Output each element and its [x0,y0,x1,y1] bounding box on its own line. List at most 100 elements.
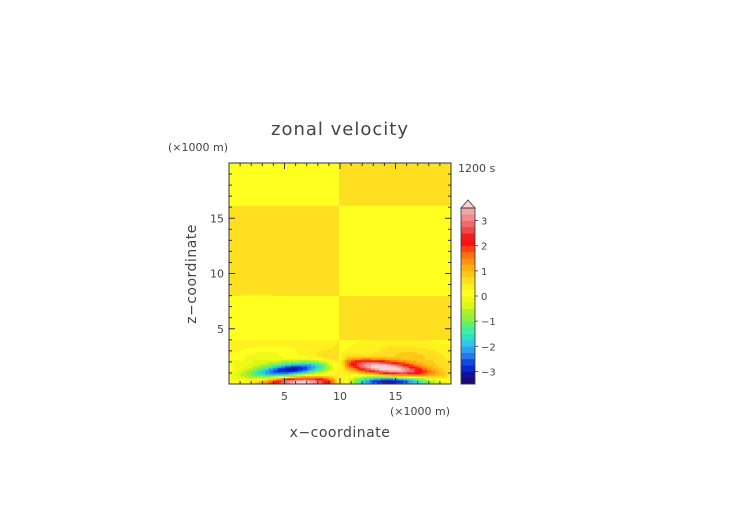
field-cell [255,381,260,385]
colorbar-swatch [461,264,475,272]
field-cell [257,371,262,375]
field-cell [445,357,452,361]
field-cell [385,373,392,377]
field-cell [369,367,372,371]
field-cell [229,175,340,178]
field-cell [291,377,296,381]
field-cell [229,239,340,242]
field-cell [431,339,452,343]
field-cell [347,365,350,369]
field-cell [339,209,452,212]
field-cell [269,367,274,371]
field-cell [415,375,428,379]
field-cell [301,373,306,377]
field-cell [339,237,452,240]
field-cell [241,293,274,296]
field-cell [339,185,452,188]
field-cell [267,365,272,369]
field-cell [345,361,348,365]
field-cell [229,233,340,236]
field-cell [229,253,340,256]
field-cell [325,381,330,385]
field-cell [323,361,328,365]
field-cell [435,379,440,383]
field-cell [347,363,350,367]
field-cell [427,363,438,367]
field-cell [229,317,340,321]
field-cell [403,381,408,385]
field-cell [339,305,452,309]
field-cell [323,357,330,361]
field-cell [409,379,414,383]
field-cell [287,375,292,379]
field-cell [313,367,316,371]
field-cell [361,369,366,373]
field-cell [229,355,246,359]
field-cell [345,367,348,371]
field-cell [353,379,356,383]
field-cell [343,355,348,359]
field-cell [409,377,414,381]
field-cell [277,361,284,365]
field-cell [229,373,236,377]
field-cell [329,377,334,381]
field-cell [403,365,408,369]
field-cell [345,363,348,367]
field-cell [327,365,332,369]
field-cell [265,363,272,367]
field-cell [391,363,396,367]
field-cell [311,371,316,375]
field-cell [229,255,340,258]
field-cell [297,359,312,363]
field-cell [309,367,314,371]
field-cell [439,369,446,373]
field-cell [399,351,418,355]
field-cell [229,343,336,347]
field-cell [273,367,278,371]
field-cell [273,365,278,369]
field-cell [311,365,316,369]
field-cell [229,329,340,333]
colorbar-swatch [461,346,475,353]
field-cell [229,367,234,371]
field-cell [229,369,232,373]
field-cell [229,291,340,294]
field-cell [413,365,416,369]
field-cell [237,375,246,379]
field-cell [415,369,420,373]
field-cell [391,361,396,365]
field-cell [331,365,334,369]
field-cell [229,179,340,182]
field-cell [339,207,452,210]
field-cell [267,381,270,385]
field-cell [229,247,340,250]
field-cell [285,365,292,369]
colorbar-swatch [461,340,475,347]
field-cell [339,189,452,192]
field-cell [349,361,352,365]
field-cell [339,235,452,238]
field-cell [339,339,362,343]
field-cell [345,369,350,373]
field-cell [427,347,452,351]
colorbar-swatch [461,327,475,335]
colorbar-swatch [461,239,475,247]
field-cell [311,373,352,377]
field-cell [339,331,452,335]
field-cell [255,379,260,383]
field-cell [375,369,380,373]
field-cell [307,355,324,359]
field-cell [403,379,408,383]
field-cell [409,375,416,379]
field-cell [365,379,370,383]
field-cell [331,359,342,363]
field-cell [321,365,324,369]
field-cell [301,365,308,369]
field-cell [365,369,370,373]
field-cell [339,277,452,280]
field-cell [437,363,452,367]
field-cell [417,351,440,355]
field-cell [229,217,340,220]
field-cell [351,357,362,361]
field-cell [339,319,452,323]
